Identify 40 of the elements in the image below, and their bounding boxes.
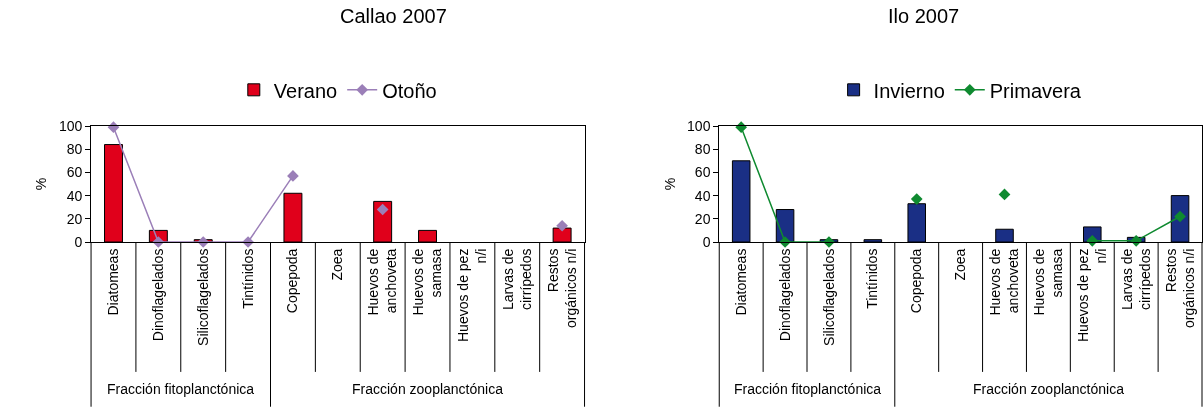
x-tick-label: Silicoflagelados — [194, 248, 211, 346]
x-tick-label: Huevos de anchoveta — [365, 248, 400, 316]
x-tick-label: Silicoflagelados — [820, 248, 837, 346]
y-axis-title: % — [661, 177, 678, 191]
legend-label: Otoño — [382, 79, 437, 102]
x-tick-label: Tintínidos — [239, 248, 256, 309]
y-tick-label: 0 — [702, 233, 711, 250]
x-tick-label: Dinoflagelados — [776, 248, 793, 342]
x-tick-label: Diatomeas — [105, 248, 122, 316]
y-tick-label: 80 — [66, 141, 83, 158]
text: Fracción zooplanctónica — [973, 381, 1125, 397]
y-tick-label: 100 — [58, 117, 83, 134]
legend-label: Primavera — [989, 79, 1082, 102]
y-tick-label: 40 — [694, 187, 711, 204]
x-tick-label: Zoea — [329, 248, 346, 281]
y-tick-label: 40 — [66, 187, 83, 204]
x-tick-label: Zoea — [952, 248, 969, 281]
x-tick-label: Huevos de pez n/i — [1074, 248, 1109, 343]
y-axis-title: % — [33, 177, 50, 191]
legend-label: Verano — [273, 79, 338, 102]
x-tick-label: Copepoda — [908, 248, 925, 314]
text: Fracción fitoplanctónica — [734, 381, 882, 397]
x-tick-label: Dinoflagelados — [149, 248, 166, 342]
y-tick-label: 60 — [694, 164, 711, 181]
text: Fracción zooplanctónica — [352, 381, 504, 397]
y-tick-label: 20 — [694, 210, 711, 227]
y-tick-label: 80 — [694, 141, 711, 158]
x-tick-label: Tintínidos — [864, 248, 881, 309]
chart-title: Ilo 2007 — [888, 5, 960, 27]
y-tick-label: 0 — [74, 233, 83, 250]
x-tick-label: Copepoda — [284, 248, 301, 314]
legend-label: Invierno — [873, 79, 945, 102]
chart-title: Callao 2007 — [340, 5, 447, 27]
y-tick-label: 20 — [66, 210, 83, 227]
text: Fracción fitoplanctónica — [107, 381, 255, 397]
x-tick-label: Diatomeas — [732, 248, 749, 316]
x-tick-label: Huevos de anchoveta — [986, 248, 1022, 316]
y-tick-label: 60 — [66, 164, 83, 181]
y-tick-label: 100 — [687, 117, 711, 134]
x-tick-label: Huevos de pez n/i — [454, 248, 490, 343]
